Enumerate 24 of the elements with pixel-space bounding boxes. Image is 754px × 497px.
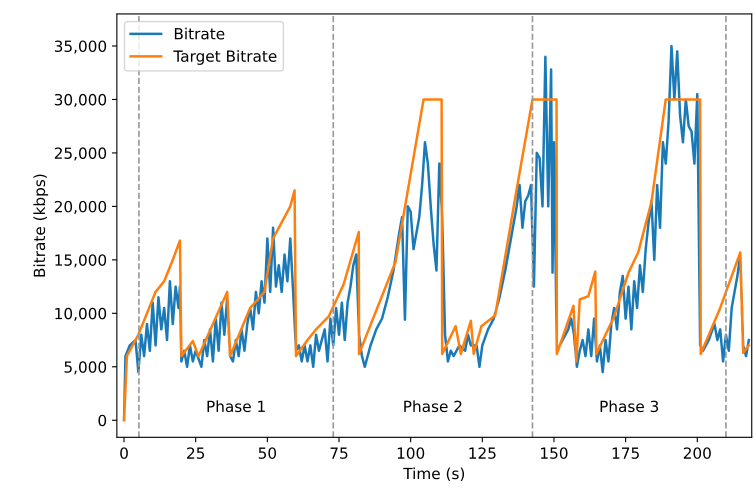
- y-tick-label: 35,000: [54, 40, 106, 54]
- y-tick-label: 15,000: [55, 254, 106, 268]
- y-tick-label: 25,000: [54, 147, 106, 161]
- y-tick-label: 5,000: [64, 361, 106, 374]
- x-tick-label: 0: [120, 447, 128, 459]
- y-axis-title: Bitrate (kbps): [33, 174, 48, 277]
- legend-label: Bitrate: [174, 28, 224, 40]
- x-tick-label: 100: [398, 447, 424, 459]
- y-tick-label: 0: [98, 414, 106, 426]
- annotation: Phase 3: [600, 400, 658, 412]
- x-tick-label: 125: [469, 447, 496, 459]
- x-axis-title: Time (s): [403, 467, 464, 482]
- x-tick-label: 50: [258, 447, 276, 459]
- y-tick-label: 20,000: [54, 200, 106, 214]
- y-tick-label: 10,000: [55, 308, 106, 321]
- x-tick-label: 25: [187, 447, 204, 459]
- x-tick-label: 150: [541, 447, 568, 459]
- legend-label: Target Bitrate: [173, 50, 276, 65]
- y-tick-label: 30,000: [54, 94, 106, 108]
- annotation: Phase 1: [208, 400, 265, 412]
- x-tick-label: 75: [330, 448, 348, 459]
- annotation: Phase 2: [404, 400, 462, 412]
- x-tick-label: 175: [612, 448, 639, 459]
- x-tick-label: 200: [684, 447, 711, 459]
